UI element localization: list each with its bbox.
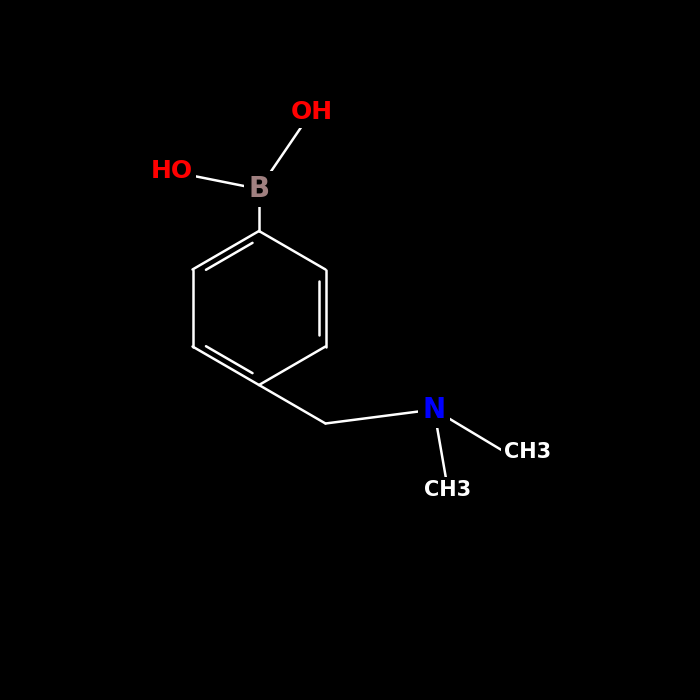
Text: CH3: CH3 — [424, 480, 472, 500]
Text: N: N — [422, 395, 446, 423]
Text: B: B — [248, 175, 270, 203]
Text: OH: OH — [290, 100, 332, 124]
Text: HO: HO — [150, 160, 193, 183]
Text: CH3: CH3 — [504, 442, 551, 461]
